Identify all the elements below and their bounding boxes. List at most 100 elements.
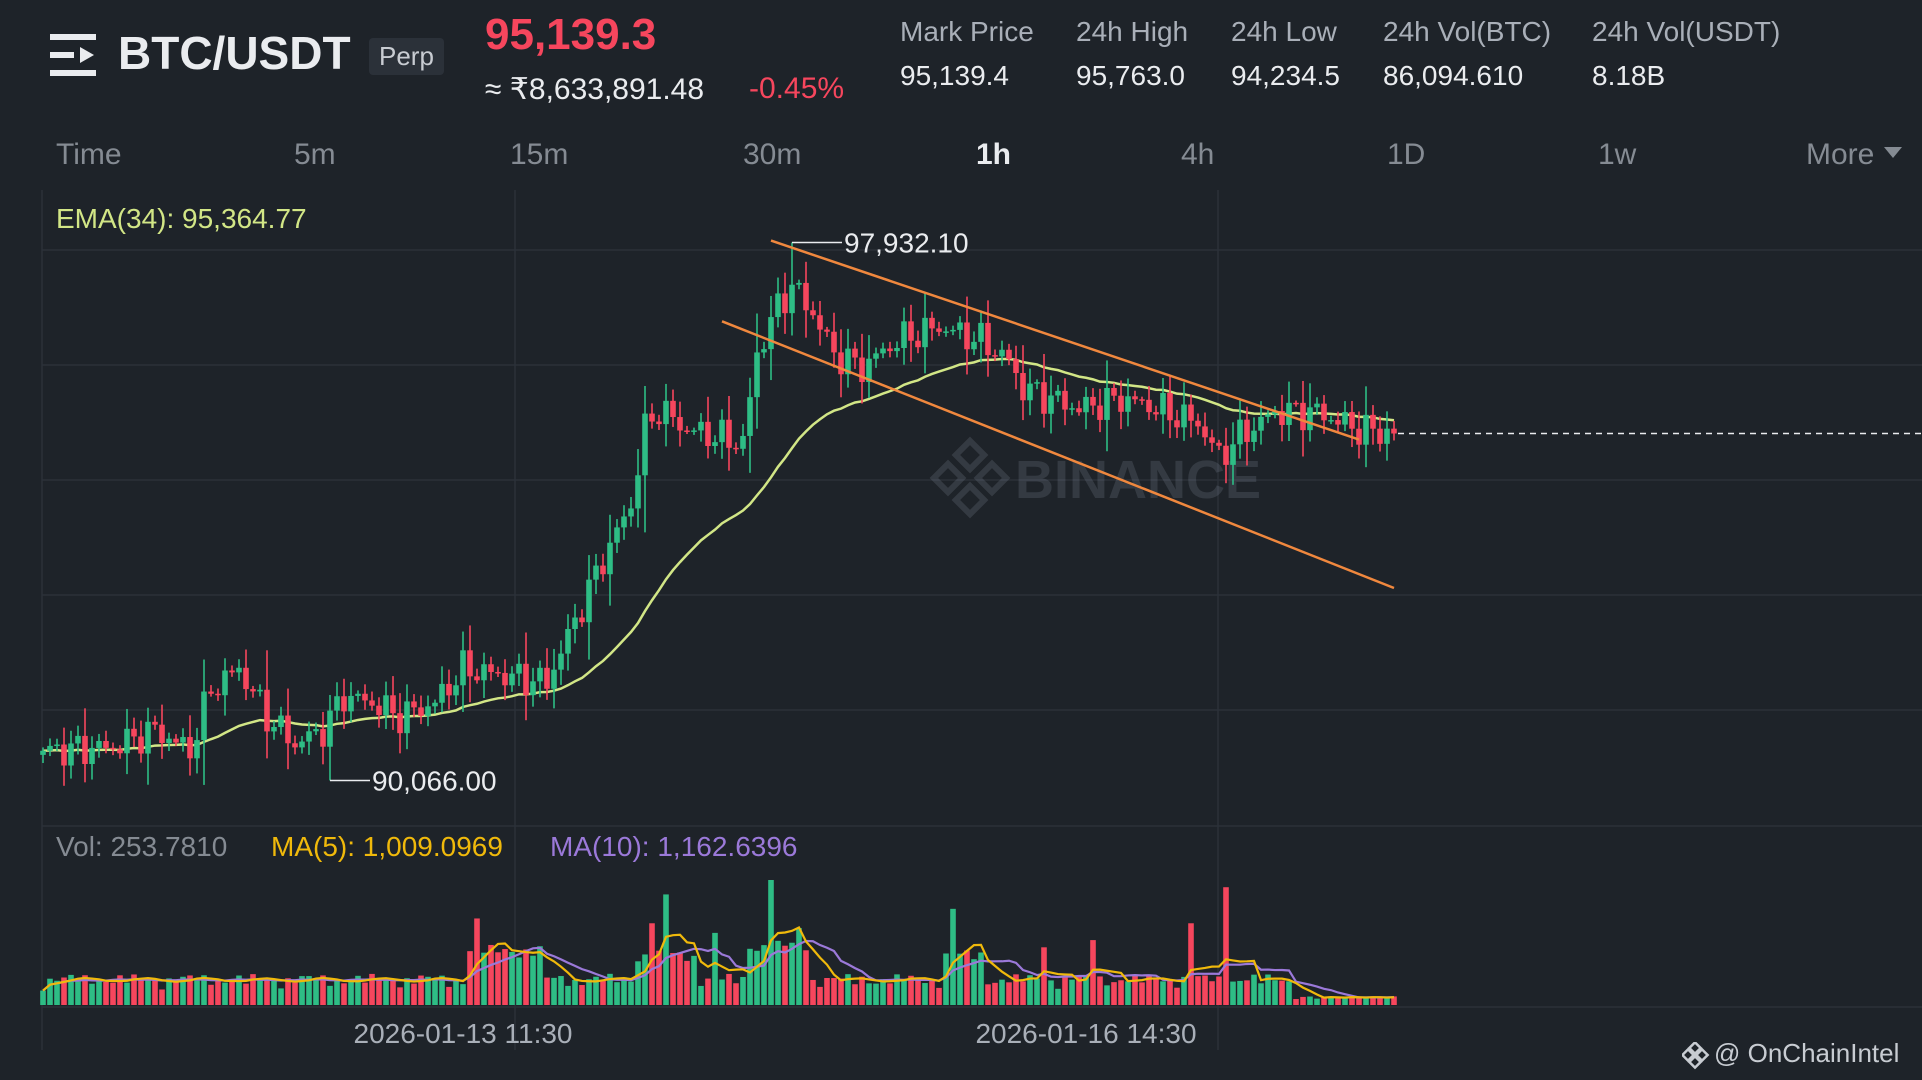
volume-bar bbox=[1293, 999, 1299, 1005]
candle-body bbox=[705, 421, 711, 447]
candle bbox=[1391, 420, 1397, 441]
volume-bar bbox=[1251, 974, 1257, 1005]
volume-bar bbox=[425, 976, 431, 1005]
volume-bars bbox=[40, 880, 1397, 1005]
candle-body bbox=[1384, 428, 1390, 444]
candle-body bbox=[1223, 445, 1229, 465]
volume-bar bbox=[509, 951, 515, 1005]
candle bbox=[642, 386, 648, 533]
candle-body bbox=[1146, 399, 1152, 413]
candle bbox=[47, 738, 53, 757]
ma10-legend: MA(10): 1,162.6396 bbox=[550, 831, 798, 862]
candle-body bbox=[173, 738, 179, 743]
tab-15m[interactable]: 15m bbox=[510, 138, 569, 171]
volume-bar bbox=[131, 974, 137, 1005]
tab-more[interactable]: More bbox=[1806, 138, 1903, 172]
candle bbox=[488, 656, 494, 681]
tab-30m[interactable]: 30m bbox=[743, 138, 802, 171]
candle bbox=[719, 409, 725, 459]
candle-body bbox=[271, 727, 277, 732]
candle-body bbox=[992, 355, 998, 357]
candle bbox=[1146, 385, 1152, 420]
candle-body bbox=[873, 353, 879, 359]
candle bbox=[418, 695, 424, 725]
candle-body bbox=[397, 713, 403, 734]
volume-bar bbox=[663, 894, 669, 1005]
fiat-price: ≈ ₹8,633,891.48 bbox=[485, 73, 705, 106]
candle bbox=[432, 699, 438, 714]
stat-value: 8.18B bbox=[1592, 60, 1666, 91]
candle bbox=[404, 684, 410, 750]
candle-body bbox=[439, 683, 445, 703]
candle-body bbox=[418, 707, 424, 716]
candle-body bbox=[824, 329, 830, 332]
candle bbox=[1265, 410, 1271, 424]
candle-body bbox=[348, 695, 354, 712]
candle bbox=[768, 295, 774, 381]
volume-bar bbox=[418, 975, 424, 1005]
candle-body bbox=[75, 735, 81, 744]
candle bbox=[439, 666, 445, 713]
candle-body bbox=[1370, 414, 1376, 429]
volume-bar bbox=[887, 983, 893, 1005]
candle bbox=[446, 669, 452, 710]
candle-body bbox=[369, 700, 375, 706]
volume-bar bbox=[936, 987, 942, 1005]
candle bbox=[187, 715, 193, 776]
volume-bar bbox=[250, 974, 256, 1005]
volume-bar bbox=[649, 923, 655, 1005]
candle bbox=[880, 342, 886, 359]
volume-bar bbox=[537, 946, 543, 1005]
candle bbox=[775, 277, 781, 328]
tab-1w[interactable]: 1w bbox=[1598, 138, 1637, 171]
candle-body bbox=[985, 322, 991, 356]
candle-body bbox=[642, 413, 648, 476]
tab-4h[interactable]: 4h bbox=[1181, 138, 1215, 171]
volume-bar bbox=[831, 978, 837, 1005]
candle bbox=[1027, 368, 1033, 416]
volume-bar bbox=[341, 983, 347, 1005]
candle bbox=[166, 732, 172, 752]
volume-bar bbox=[1174, 987, 1180, 1005]
tab-1h[interactable]: 1h bbox=[976, 138, 1012, 171]
candle-body bbox=[1216, 442, 1222, 446]
last-price: 95,139.3 bbox=[485, 10, 657, 59]
volume-bar bbox=[1391, 996, 1397, 1005]
symbol-title[interactable]: BTC/USDT bbox=[118, 27, 351, 79]
volume-bar bbox=[971, 959, 977, 1005]
candle-body bbox=[516, 663, 522, 674]
tab-time[interactable]: Time bbox=[56, 138, 122, 171]
candle-body bbox=[621, 516, 627, 528]
tab-1d[interactable]: 1D bbox=[1387, 138, 1426, 171]
candle-body bbox=[1006, 349, 1012, 360]
candle bbox=[1160, 378, 1166, 434]
volume-bar bbox=[103, 981, 109, 1005]
volume-bar bbox=[1132, 974, 1138, 1005]
candle bbox=[334, 682, 340, 721]
candle-body bbox=[1279, 411, 1285, 425]
volume-bar bbox=[180, 976, 186, 1005]
candle bbox=[1104, 360, 1110, 452]
tab-5m[interactable]: 5m bbox=[294, 138, 336, 171]
volume-bar bbox=[999, 979, 1005, 1005]
volume-bar bbox=[1237, 980, 1243, 1005]
candle bbox=[1286, 381, 1292, 442]
candle bbox=[537, 660, 543, 698]
volume-bar bbox=[446, 986, 452, 1005]
candle bbox=[138, 720, 144, 763]
stat-24h-vol-usdt: 24h Vol(USDT) 8.18B bbox=[1592, 16, 1780, 92]
menu-icon[interactable] bbox=[50, 34, 96, 76]
candle bbox=[1356, 411, 1362, 459]
candle bbox=[649, 403, 655, 429]
candle-body bbox=[964, 322, 970, 350]
candle bbox=[194, 727, 200, 774]
candle bbox=[460, 631, 466, 712]
candle-body bbox=[138, 736, 144, 754]
volume-bar bbox=[1328, 996, 1334, 1005]
candle-body bbox=[537, 667, 543, 682]
x-axis-label: 2026-01-16 14:30 bbox=[975, 1018, 1196, 1049]
min-price-label: 90,066.00 bbox=[372, 765, 497, 796]
candle-body bbox=[229, 670, 235, 673]
candle-body bbox=[474, 676, 480, 681]
